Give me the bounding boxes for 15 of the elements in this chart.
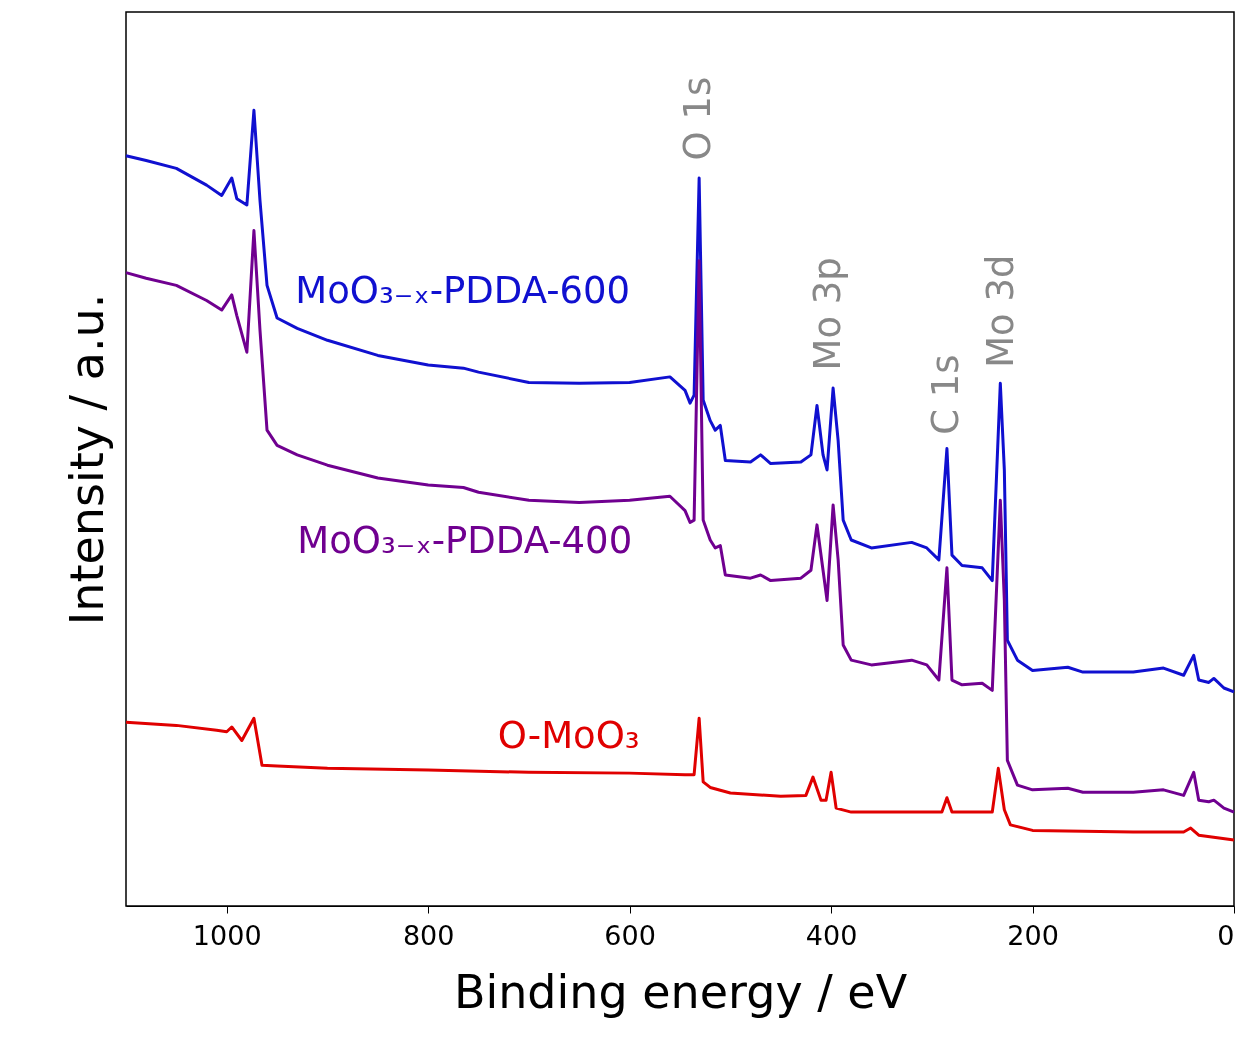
x-tick-label: 0 — [1217, 919, 1235, 951]
annotation: C 1s — [923, 354, 967, 435]
series-label: O-MoO₃ — [497, 714, 640, 758]
x-tick-label: 1000 — [192, 919, 262, 951]
y-axis-title: Intensity / a.u. — [59, 293, 114, 626]
x-tick-label: 800 — [402, 919, 455, 951]
x-tick-label: 200 — [1007, 919, 1059, 951]
series-label: MoO₃₋ₓ-PDDA-600 — [295, 268, 631, 312]
annotation: O 1s — [676, 76, 720, 161]
annotation: Mo 3p — [806, 257, 850, 371]
x-tick-label: 600 — [604, 919, 656, 951]
series-label: MoO₃₋ₓ-PDDA-400 — [297, 519, 633, 563]
x-tick-label: 400 — [805, 919, 858, 951]
x-axis-title: Binding energy / eV — [453, 964, 908, 1019]
annotation: Mo 3d — [979, 254, 1023, 368]
